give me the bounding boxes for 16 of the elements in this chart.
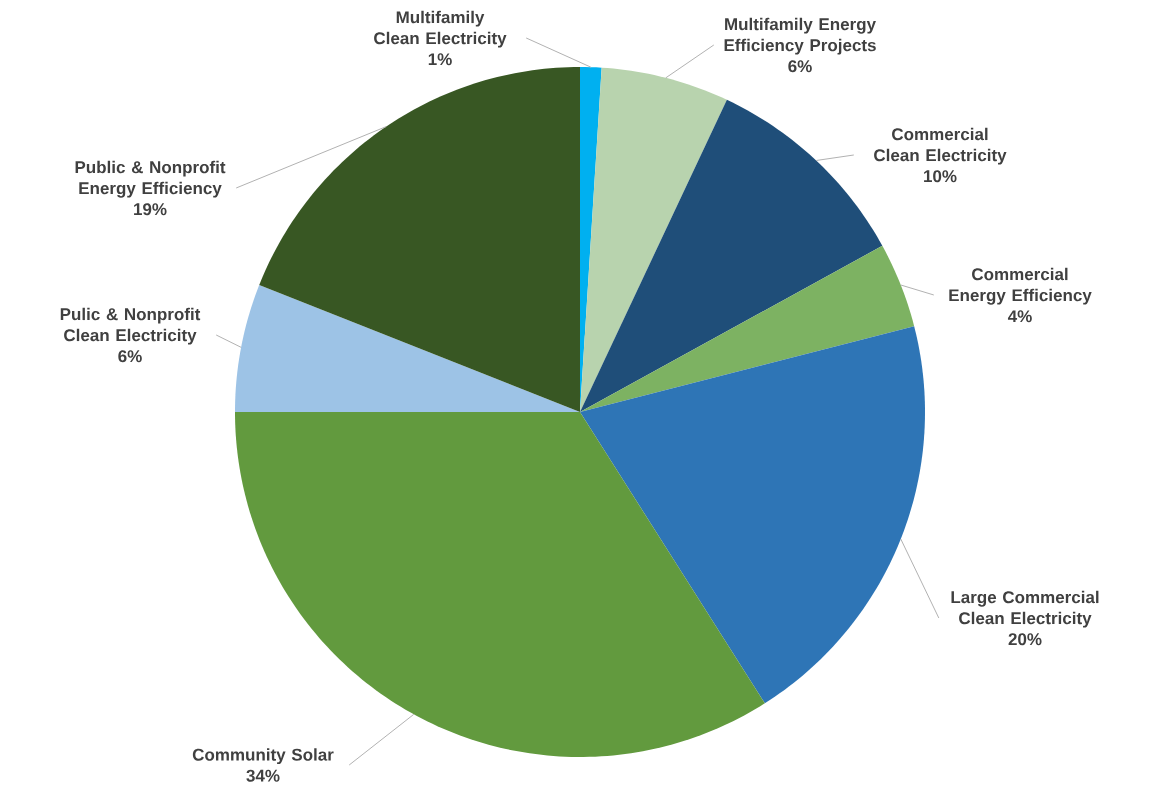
data-label: 1%: [428, 53, 452, 66]
data-label: 6%: [788, 60, 812, 73]
data-label: 10%: [924, 170, 957, 183]
data-label: 6%: [118, 350, 142, 363]
slice-label: Commercial Energy Efficiency: [949, 267, 1092, 305]
data-label: 4%: [1007, 310, 1032, 323]
slice-label: Community Solar: [192, 748, 334, 765]
slice-label: Multifamily Energy Efficiency Projects: [724, 17, 876, 55]
slice-label: Public & Nonprofit Energy Efficiency: [75, 160, 226, 198]
data-label: 20%: [1008, 633, 1042, 646]
data-label: 19%: [134, 203, 167, 216]
slice-label: Commercial Clean Electricity: [874, 127, 1007, 165]
data-label: 34%: [246, 769, 280, 782]
slice-label: Large Commercial Clean Electricity: [951, 590, 1099, 628]
slice-label: Pulic & Nonprofit Clean Electricity: [60, 307, 201, 345]
slice-label: Multifamily Clean Electricity: [374, 10, 507, 48]
